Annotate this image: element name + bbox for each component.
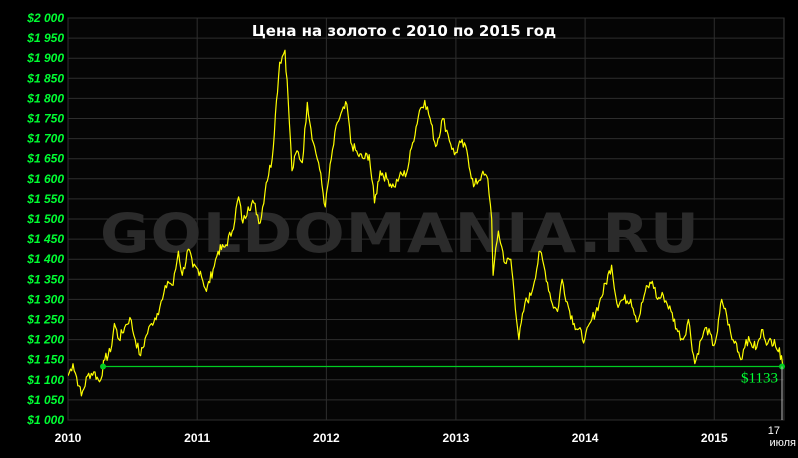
gold-price-series-line bbox=[68, 49, 784, 397]
y-tick-label: $1 450 bbox=[26, 232, 64, 246]
x-tick-label: 2013 bbox=[443, 431, 470, 445]
y-tick-label: $1 250 bbox=[26, 313, 64, 327]
y-tick-label: $1 200 bbox=[26, 333, 64, 347]
y-axis: $2 000 $1 950 $1 900 $1 850 $1 800 $1 750 $1 7… bbox=[26, 11, 64, 427]
y-tick-label: $2 000 bbox=[26, 11, 64, 25]
y-tick-label: $1 500 bbox=[26, 212, 64, 226]
y-tick-label: $1 600 bbox=[26, 172, 64, 186]
y-tick-label: $1 150 bbox=[26, 353, 64, 367]
grid bbox=[67, 17, 784, 421]
y-tick-label: $1 950 bbox=[26, 31, 64, 45]
y-tick-label: $1 100 bbox=[26, 373, 64, 387]
y-tick-label: $1 850 bbox=[26, 71, 64, 85]
end-date-month-label: июля bbox=[769, 437, 796, 449]
y-tick-label: $1 650 bbox=[26, 152, 64, 166]
y-tick-label: $1 000 bbox=[26, 413, 64, 427]
x-tick-label: 2010 bbox=[55, 431, 82, 445]
x-axis: 2010 2011 2012 2013 2014 2015 bbox=[55, 431, 728, 445]
y-tick-label: $1 400 bbox=[26, 252, 64, 266]
x-tick-label: 2014 bbox=[572, 431, 599, 445]
y-tick-label: $1 800 bbox=[26, 91, 64, 105]
y-tick-label: $1 700 bbox=[26, 132, 64, 146]
y-tick-label: $1 350 bbox=[26, 272, 64, 286]
current-price-label: $1133 bbox=[741, 371, 778, 387]
y-tick-label: $1 750 bbox=[26, 112, 64, 126]
y-tick-label: $1 550 bbox=[26, 192, 64, 206]
y-tick-label: $1 300 bbox=[26, 292, 64, 306]
x-tick-label: 2011 bbox=[184, 431, 210, 445]
x-tick-label: 2012 bbox=[313, 431, 340, 445]
y-tick-label: $1 050 bbox=[26, 393, 64, 407]
x-tick-label: 2015 bbox=[701, 431, 728, 445]
watermark: GOLDOMANIA.RU bbox=[100, 202, 700, 265]
chart-title: Цена на золото с 2010 по 2015 год bbox=[252, 22, 556, 40]
y-tick-label: $1 900 bbox=[26, 51, 64, 65]
end-date-day-label: 17 bbox=[768, 425, 780, 437]
reference-start-marker bbox=[100, 363, 107, 370]
